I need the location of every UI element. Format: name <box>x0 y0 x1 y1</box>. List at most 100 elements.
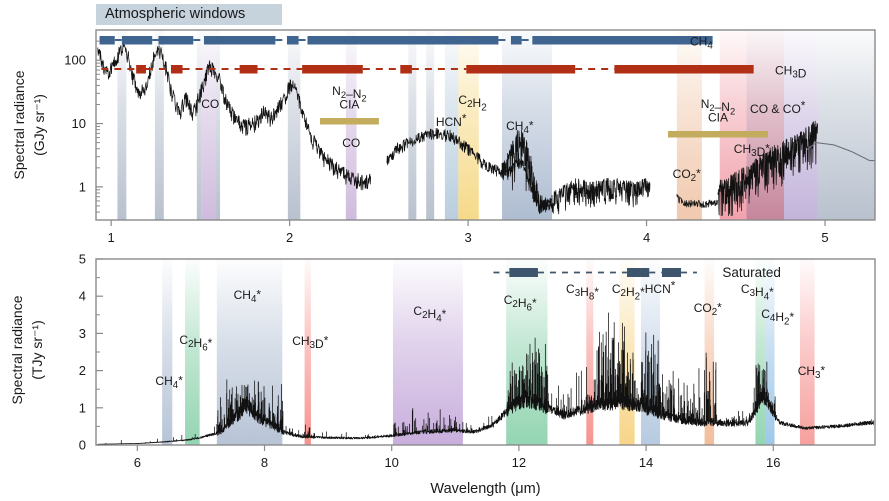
bar-segment <box>302 65 363 74</box>
svg-text:C4H2*: C4H2* <box>761 307 794 327</box>
band-CH4-3.3 <box>502 30 552 220</box>
band-window-1.49 <box>196 30 202 220</box>
bottom-absorption-bands <box>162 259 815 445</box>
svg-text:CH3D*: CH3D* <box>734 142 770 160</box>
band-window-1.06 <box>117 30 127 220</box>
top-annotations: CO CO HCN*C2H2 CH4* CO2* CH3D* CO & CO* <box>201 93 806 184</box>
x-tick-label: 2 <box>286 230 293 245</box>
x-tick-label: 1 <box>108 230 115 245</box>
band-CO-2.35 <box>345 30 357 220</box>
y-tick-label: 10 <box>72 116 86 131</box>
svg-text:Spectral radiance: Spectral radiance <box>11 70 27 179</box>
svg-text:CH3D: CH3D <box>775 64 807 81</box>
x-tick-label: 16 <box>766 455 780 470</box>
svg-text:C2H6*: C2H6* <box>179 333 212 353</box>
x-tick-label: 3 <box>464 230 471 245</box>
bottom-spectrum <box>97 312 875 445</box>
sat-segment <box>661 268 682 277</box>
panel-bottom: Saturated CH4* C2H6* CH4* CH3D* C2H4* C2H6* C3H… <box>9 252 876 497</box>
bar-segment <box>510 36 522 45</box>
saturated-label: Saturated <box>722 265 781 280</box>
bar-segment <box>532 36 713 45</box>
svg-text:CO2*: CO2* <box>673 167 701 185</box>
svg-text:CO & CO*: CO & CO* <box>750 98 806 116</box>
svg-text:(TJy sr⁻¹): (TJy sr⁻¹) <box>29 320 45 379</box>
band-window-1.27 <box>154 30 164 220</box>
x-tick-label: 14 <box>639 455 653 470</box>
svg-text:CH4*: CH4* <box>155 374 183 392</box>
svg-text:N2–N2: N2–N2 <box>332 84 366 103</box>
top-spectrum <box>97 41 875 217</box>
band-C2H6-12.2 <box>506 259 548 445</box>
svg-text:C2H2*: C2H2* <box>612 282 645 302</box>
svg-text:C3H4*: C3H4* <box>741 282 774 302</box>
bar-segment <box>466 65 576 74</box>
svg-text:HCN*: HCN* <box>645 278 676 296</box>
y-tick-label: 4 <box>79 289 86 304</box>
svg-text:(GJy sr⁻¹): (GJy sr⁻¹) <box>31 94 47 156</box>
svg-text:C2H6*: C2H6* <box>504 293 537 313</box>
bar-segment <box>400 65 412 74</box>
y-tick-label: 1 <box>79 400 86 415</box>
band-window-2.79 <box>426 30 435 220</box>
bar-segment <box>614 65 754 74</box>
band-window-1.60 <box>215 30 221 220</box>
bar-segment <box>121 36 153 45</box>
y-tick-label: 5 <box>79 252 86 267</box>
cia-bar-0 <box>319 118 379 125</box>
band-C3H4-15.8 <box>755 259 766 445</box>
bar-segment <box>136 65 146 74</box>
bar-segment <box>99 36 115 45</box>
band-CH4-6.5 <box>162 259 173 445</box>
band-C2H2-3.0 <box>458 30 479 220</box>
band-CO2-15.0 <box>704 259 715 445</box>
x-tick-label: 5 <box>821 230 828 245</box>
svg-text:CIA: CIA <box>708 111 728 125</box>
x-tick-label: 10 <box>384 455 398 470</box>
band-C3H8-13.1 <box>586 259 594 445</box>
coverage-bar-CH4: CH4 <box>99 35 713 52</box>
svg-text:CO: CO <box>342 136 360 150</box>
band-CO-4.7 <box>746 30 784 220</box>
band-window-2.03 <box>287 30 301 220</box>
sat-segment <box>509 268 538 277</box>
bottom-y-axis-title: Spectral radiance (TJy sr⁻¹) <box>9 295 45 404</box>
band-C4H2-15.9 <box>765 259 775 445</box>
svg-text:C2H2: C2H2 <box>458 93 486 113</box>
bar-segment <box>158 36 194 45</box>
y-tick-label: 1 <box>79 179 86 194</box>
cia-bar-1 <box>667 131 768 138</box>
sat-segment <box>626 268 650 277</box>
atmospheric-windows-header <box>96 4 282 25</box>
saturated-legend: Saturated <box>493 265 781 280</box>
bar-segment <box>170 65 183 74</box>
svg-text:C2H4*: C2H4* <box>413 304 446 324</box>
x-tick-label: 8 <box>261 455 268 470</box>
svg-text:N2–N2: N2–N2 <box>701 97 735 116</box>
svg-text:CH4*: CH4* <box>234 288 262 306</box>
x-tick-label: 12 <box>512 455 526 470</box>
x-tick-label: 4 <box>643 230 650 245</box>
band-CO-1.55 <box>201 30 216 220</box>
svg-text:CO: CO <box>201 97 219 111</box>
svg-text:CIA: CIA <box>339 98 359 112</box>
top-y-axis-title: Spectral radiance (GJy sr⁻¹) <box>11 70 47 179</box>
y-tick-label: 2 <box>79 363 86 378</box>
y-tick-label: 0 <box>79 438 86 453</box>
bottom-annotations: CH4* C2H6* CH4* CH3D* C2H4* C2H6* C3H8* C2H2* HC… <box>155 278 825 391</box>
band-CO2-4.25 <box>676 30 702 220</box>
top-absorption-bands <box>117 30 875 220</box>
svg-text:Spectral radiance: Spectral radiance <box>9 295 25 404</box>
top-axes: 1 10 100 1 2 3 4 5 <box>64 29 876 245</box>
coverage-bar-CH3D: CH3D <box>101 64 807 81</box>
band-window-2.69 <box>408 30 417 220</box>
svg-text:CH3D*: CH3D* <box>292 334 328 352</box>
bar-segment <box>286 36 299 45</box>
bar-segment <box>203 36 276 45</box>
top-coverage-bars: CH4 CH3D <box>99 35 807 81</box>
bar-segment <box>239 65 258 74</box>
